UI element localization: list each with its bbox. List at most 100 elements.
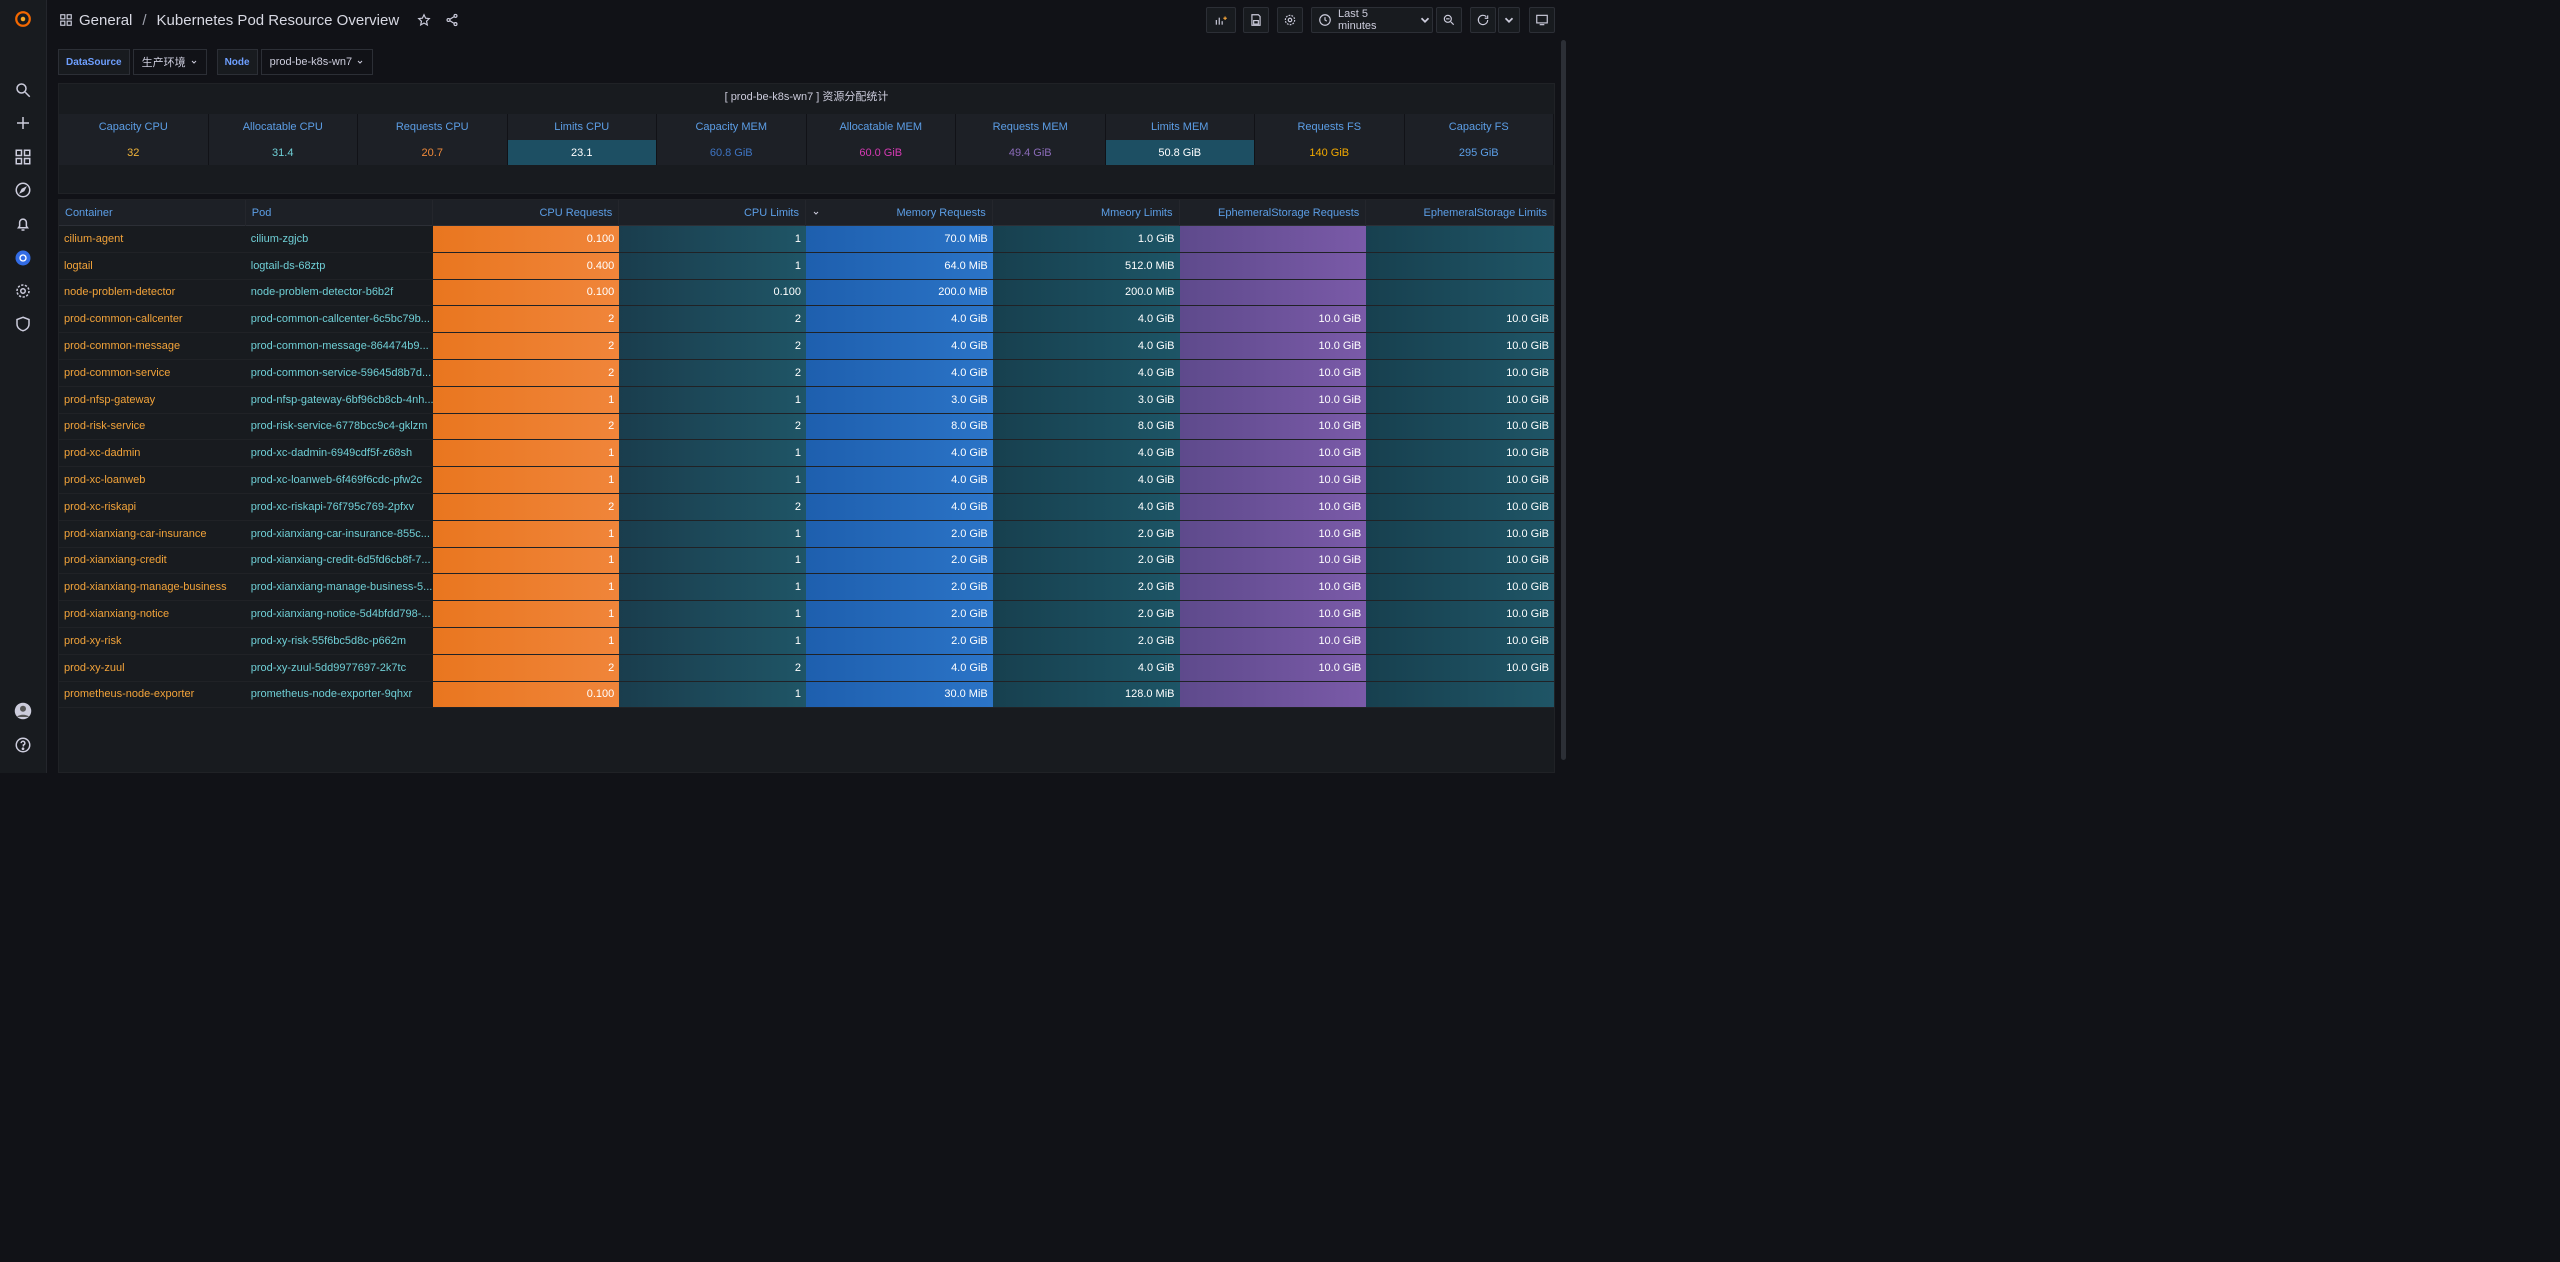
cell-memory-requests: 4.0 GiB — [806, 493, 993, 520]
cell-pod[interactable]: prod-nfsp-gateway-6bf96cb8cb-4nh... — [250, 393, 433, 406]
column-header-ephemeralstorage-requests[interactable]: EphemeralStorage Requests — [1180, 200, 1367, 226]
cell-container[interactable]: prod-common-callcenter — [64, 313, 183, 326]
refresh-icon — [1476, 13, 1490, 27]
table-row[interactable]: prod-nfsp-gateway prod-nfsp-gateway-6bf96… — [59, 386, 1554, 414]
stat-value-requests-fs: 140 GiB — [1255, 140, 1405, 165]
table-row[interactable]: prod-common-callcenter prod-common-callce… — [59, 306, 1554, 334]
scrollbar[interactable] — [1561, 40, 1566, 760]
cell-pod[interactable]: prod-risk-service-6778bcc9c4-gklzm — [250, 420, 428, 433]
dashboard-title[interactable]: Kubernetes Pod Resource Overview — [156, 11, 400, 29]
cell-pod[interactable]: prod-xc-loanweb-6f469f6cdc-pfw2c — [250, 474, 422, 487]
cell-ephemeralstorage-limits: 10.0 GiB — [1366, 654, 1554, 681]
dashboards-icon[interactable] — [12, 146, 34, 168]
table-row[interactable]: logtail logtail-ds-68ztp 0.400 1 64.0 MiB 512… — [59, 252, 1554, 280]
refresh-interval-dropdown[interactable] — [1498, 7, 1520, 33]
cell-container[interactable]: prod-common-message — [64, 340, 181, 353]
column-header-cpu-requests[interactable]: CPU Requests — [433, 200, 620, 226]
cell-pod[interactable]: prod-common-message-864474b9... — [250, 340, 429, 353]
cell-container[interactable]: prod-xianxiang-manage-business — [64, 581, 227, 594]
settings-gear-icon[interactable] — [12, 280, 34, 302]
cell-container[interactable]: prod-xy-risk — [64, 634, 122, 647]
zoom-out-button[interactable] — [1436, 7, 1462, 33]
star-icon[interactable] — [417, 13, 431, 27]
table-row[interactable]: prod-xy-risk prod-xy-risk-55f6bc5d8c-p662… — [59, 627, 1554, 655]
tv-mode-button[interactable] — [1529, 7, 1555, 33]
cell-container[interactable]: node-problem-detector — [64, 286, 176, 299]
cell-pod[interactable]: node-problem-detector-b6b2f — [250, 286, 394, 299]
refresh-button[interactable] — [1470, 7, 1496, 33]
table-row[interactable]: prod-xc-dadmin prod-xc-dadmin-6949cdf5f-z… — [59, 440, 1554, 468]
cell-pod[interactable]: prod-xc-dadmin-6949cdf5f-z68sh — [250, 447, 413, 460]
cell-ephemeralstorage-requests: 10.0 GiB — [1179, 333, 1367, 359]
variable-select-node[interactable]: prod-be-k8s-wn7 — [260, 49, 374, 75]
column-header-pod[interactable]: Pod — [246, 200, 433, 226]
share-icon[interactable] — [445, 13, 459, 27]
table-row[interactable]: prod-xianxiang-car-insurance prod-xianxia… — [59, 520, 1554, 548]
time-range-picker[interactable]: Last 5 minutes — [1311, 7, 1433, 33]
kubernetes-icon[interactable] — [12, 247, 34, 269]
table-row[interactable]: prod-xc-loanweb prod-xc-loanweb-6f469f6cd… — [59, 467, 1554, 494]
column-header-ephemeralstorage-limits[interactable]: EphemeralStorage Limits — [1366, 200, 1554, 226]
cell-container[interactable]: prod-risk-service — [64, 420, 146, 433]
alerting-bell-icon[interactable] — [12, 213, 34, 235]
cell-pod[interactable]: prod-xianxiang-credit-6d5fd6cb8f-7... — [250, 554, 431, 567]
chevron-down-icon — [1418, 13, 1432, 27]
column-header-cpu-limits[interactable]: CPU Limits — [619, 200, 806, 226]
explore-icon[interactable] — [12, 179, 34, 201]
column-header-label: CPU Limits — [743, 207, 799, 219]
cell-pod[interactable]: prod-xy-risk-55f6bc5d8c-p662m — [250, 634, 407, 647]
cell-pod[interactable]: prod-xc-riskapi-76f795c769-2pfxv — [250, 500, 414, 513]
cell-container[interactable]: prometheus-node-exporter — [64, 688, 195, 701]
cell-container[interactable]: prod-xc-riskapi — [64, 500, 137, 513]
cell-pod[interactable]: prometheus-node-exporter-9qhxr — [250, 688, 413, 701]
table-row[interactable]: prod-common-message prod-common-message-8… — [59, 333, 1554, 360]
cell-container[interactable]: prod-common-service — [64, 366, 171, 379]
help-icon[interactable] — [12, 734, 34, 756]
cell-container[interactable]: cilium-agent — [64, 232, 124, 245]
breadcrumb-folder[interactable]: General — [79, 11, 133, 29]
table-row[interactable]: prod-xianxiang-manage-business prod-xianx… — [59, 574, 1554, 602]
column-header-label: EphemeralStorage Requests — [1218, 207, 1360, 219]
variable-select-datasource[interactable]: 生产环境 — [132, 49, 207, 75]
cell-pod[interactable]: prod-common-service-59645d8b7d... — [250, 366, 432, 379]
cell-container[interactable]: prod-nfsp-gateway — [64, 393, 156, 406]
user-avatar-icon[interactable] — [12, 700, 34, 722]
cell-pod[interactable]: cilium-zgjcb — [250, 232, 309, 245]
cell-pod[interactable]: prod-xianxiang-notice-5d4bfdd798-... — [250, 608, 431, 621]
column-header-memory-requests[interactable]: Memory Requests — [806, 200, 993, 226]
cell-container[interactable]: prod-xc-dadmin — [64, 447, 141, 460]
save-dashboard-button[interactable] — [1243, 7, 1269, 33]
cell-container[interactable]: logtail — [64, 259, 93, 272]
shield-icon[interactable] — [12, 313, 34, 335]
cell-pod[interactable]: prod-xianxiang-manage-business-5... — [250, 581, 433, 594]
table-row[interactable]: cilium-agent cilium-zgjcb 0.100 1 70.0 MiB 1.… — [59, 226, 1554, 253]
cell-cpu-requests: 2 — [432, 333, 620, 359]
cell-container[interactable]: prod-xianxiang-car-insurance — [64, 527, 207, 540]
column-header-container[interactable]: Container — [59, 200, 246, 226]
search-icon[interactable] — [12, 79, 34, 101]
panel-title[interactable]: [ prod-be-k8s-wn7 ] 资源分配统计 — [724, 91, 889, 103]
cell-container[interactable]: prod-xianxiang-notice — [64, 608, 170, 621]
cell-ephemeralstorage-requests: 10.0 GiB — [1179, 386, 1367, 413]
plus-icon[interactable] — [12, 112, 34, 134]
table-row[interactable]: prometheus-node-exporter prometheus-node-… — [59, 681, 1554, 709]
column-header-mmeory-limits[interactable]: Mmeory Limits — [993, 200, 1180, 226]
table-row[interactable]: prod-common-service prod-common-service-5… — [59, 359, 1554, 387]
table-row[interactable]: prod-xianxiang-notice prod-xianxiang-noti… — [59, 601, 1554, 628]
cell-pod[interactable]: prod-xy-zuul-5dd9977697-2k7tc — [250, 661, 407, 674]
table-row[interactable]: prod-xc-riskapi prod-xc-riskapi-76f795c76… — [59, 493, 1554, 521]
grafana-logo-icon[interactable] — [12, 8, 34, 30]
cell-pod[interactable]: prod-xianxiang-car-insurance-855c... — [250, 527, 430, 540]
dashboard-settings-button[interactable] — [1277, 7, 1303, 33]
cell-pod[interactable]: logtail-ds-68ztp — [250, 259, 326, 272]
table-row[interactable]: prod-xianxiang-credit prod-xianxiang-cred… — [59, 547, 1554, 575]
table-row[interactable]: node-problem-detector node-problem-detect… — [59, 279, 1554, 307]
table-row[interactable]: prod-xy-zuul prod-xy-zuul-5dd9977697-2k7t… — [59, 654, 1554, 682]
table-row[interactable]: prod-risk-service prod-risk-service-6778b… — [59, 413, 1554, 441]
cell-container[interactable]: prod-xy-zuul — [64, 661, 125, 674]
add-panel-button[interactable] — [1206, 7, 1236, 33]
cell-container[interactable]: prod-xc-loanweb — [64, 474, 146, 487]
column-header-label: Memory Requests — [896, 207, 986, 219]
cell-pod[interactable]: prod-common-callcenter-6c5bc79b... — [250, 313, 430, 326]
cell-container[interactable]: prod-xianxiang-credit — [64, 554, 167, 567]
